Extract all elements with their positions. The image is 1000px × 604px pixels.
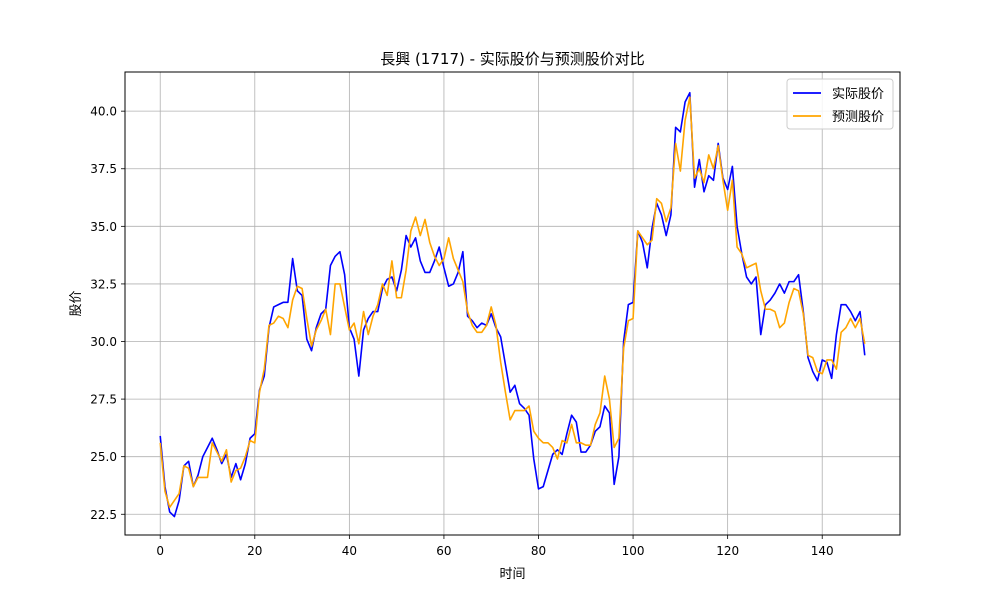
x-tick-label: 80 <box>531 544 546 558</box>
x-tick-label: 100 <box>622 544 645 558</box>
y-tick-label: 22.5 <box>90 508 117 522</box>
x-tick-label: 120 <box>716 544 739 558</box>
y-tick-label: 27.5 <box>90 393 117 407</box>
y-tick-label: 25.0 <box>90 450 117 464</box>
y-tick-label: 35.0 <box>90 220 117 234</box>
plot-frame <box>124 71 901 536</box>
x-tick-label: 20 <box>247 544 262 558</box>
y-tick-label: 40.0 <box>90 105 117 119</box>
series-lines <box>159 91 866 518</box>
y-axis-ticks: 22.5 25.0 27.5 30.0 32.5 35.0 37.5 40.0 <box>90 105 125 522</box>
x-axis-label: 时间 <box>499 567 525 582</box>
actual-price-line <box>159 91 866 518</box>
y-tick-label: 37.5 <box>90 162 117 176</box>
x-tick-label: 140 <box>811 544 834 558</box>
x-tick-label: 40 <box>342 544 357 558</box>
legend-label-predicted: 预测股价 <box>832 110 884 125</box>
y-tick-label: 30.0 <box>90 335 117 349</box>
grid <box>125 72 900 535</box>
x-axis-ticks: 0 20 40 60 80 100 120 140 <box>156 535 834 558</box>
legend-label-actual: 实际股价 <box>832 87 884 102</box>
predicted-price-line <box>159 96 866 509</box>
legend: 实际股价 预测股价 <box>786 78 894 130</box>
x-tick-label: 0 <box>156 544 164 558</box>
y-tick-label: 32.5 <box>90 277 117 291</box>
y-axis-label: 股价 <box>69 290 84 316</box>
chart-title: 長興 (1717) - 实际股价与预测股价对比 <box>380 50 645 68</box>
x-tick-label: 60 <box>436 544 451 558</box>
